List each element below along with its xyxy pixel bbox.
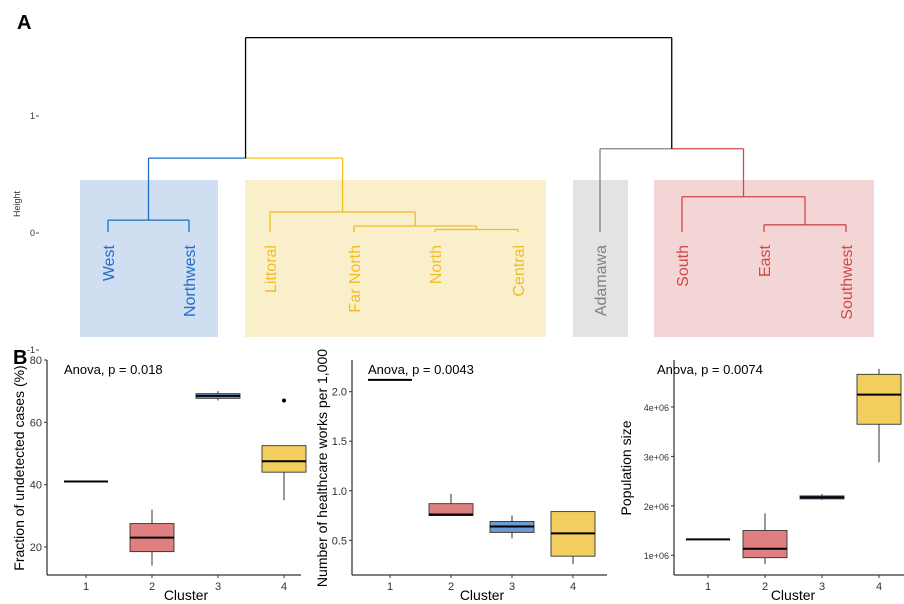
y-tick-label: 3e+06 [644, 452, 669, 462]
x-tick-label: 3 [509, 581, 515, 593]
dendrogram-y-tick-label: 1 [30, 111, 35, 121]
x-tick-label: 3 [215, 581, 221, 593]
boxplot-undetected-cases: Anova, p = 0.018 Cluster Fraction of und… [11, 355, 307, 603]
leaf-label: Southwest [839, 244, 856, 319]
x-tick-label: 4 [876, 581, 882, 593]
y-tick-label: 4e+06 [644, 403, 669, 413]
box-body-cluster-2 [742, 530, 788, 559]
x-axis-title: Cluster [460, 587, 505, 603]
x-tick-label: 2 [762, 581, 768, 593]
y-tick-label: 2e+06 [644, 502, 669, 512]
box-body-cluster-4 [856, 373, 902, 425]
y-tick-label: 1.0 [332, 486, 347, 498]
x-tick-label: 2 [149, 581, 155, 593]
leaf-label: Northwest [182, 244, 199, 317]
dendrogram-panel: Height -1 0 1 West Northwest Littoral Far Nor… [12, 36, 874, 355]
y-tick-label: 0.5 [332, 535, 347, 547]
box-body-cluster-4 [261, 445, 307, 473]
x-tick-label: 4 [281, 581, 287, 593]
anova-annotation: Anova, p = 0.0074 [657, 362, 763, 377]
cluster-backgrounds [80, 180, 874, 337]
y-tick-label: 60 [30, 417, 42, 429]
x-tick-label: 4 [570, 581, 576, 593]
x-tick-label: 2 [448, 581, 454, 593]
x-tick-label: 1 [705, 581, 711, 593]
leaf-label: West [101, 244, 118, 281]
leaf-label: Littoral [263, 245, 280, 293]
leaf-label: Adamawa [593, 245, 610, 316]
boxplot-healthcare-workers: Anova, p = 0.0043 Cluster Number of heal… [314, 349, 607, 603]
x-tick-label: 1 [83, 581, 89, 593]
dendrogram-y-tick-label: -1 [27, 345, 35, 355]
y-axis-title: Fraction of undetected cases (%) [11, 365, 27, 570]
x-axis-title: Cluster [164, 587, 209, 603]
y-tick-label: 40 [30, 480, 42, 492]
leaf-label: East [757, 244, 774, 277]
y-tick-label: 20 [30, 542, 42, 554]
y-tick-label: 1.5 [332, 436, 347, 448]
cluster-background-2 [245, 180, 546, 337]
anova-annotation: Anova, p = 0.018 [64, 362, 163, 377]
cluster-background-4 [654, 180, 874, 337]
leaf-label: North [428, 245, 445, 284]
leaf-label: Central [511, 245, 528, 297]
x-axis-title: Cluster [771, 587, 816, 603]
dendrogram-branches [107, 36, 847, 232]
y-tick-label: 80 [30, 355, 42, 367]
panel-label-b: B [13, 347, 27, 369]
leaf-label: South [675, 245, 692, 287]
y-tick-label: 2.0 [332, 387, 347, 399]
dendrogram-y-axis-title: Height [12, 190, 22, 217]
anova-annotation: Anova, p = 0.0043 [368, 362, 474, 377]
boxplot-population-size: Anova, p = 0.0074 Cluster Population siz… [618, 360, 904, 603]
dendrogram-y-tick-label: 0 [30, 228, 35, 238]
x-tick-label: 3 [819, 581, 825, 593]
leaf-label: Far North [347, 245, 364, 313]
y-axis-title: Population size [618, 420, 634, 515]
y-axis-title: Number of healthcare works per 1,000 [314, 349, 330, 587]
box-outlier [282, 398, 286, 403]
dendrogram-y-axis: Height -1 0 1 [12, 111, 39, 355]
y-tick-label: 1e+06 [644, 551, 669, 561]
panel-label-a: A [17, 12, 31, 34]
x-tick-label: 1 [387, 581, 393, 593]
dendrogram-leaf-labels: West Northwest Littoral Far North North Centr… [101, 244, 856, 319]
